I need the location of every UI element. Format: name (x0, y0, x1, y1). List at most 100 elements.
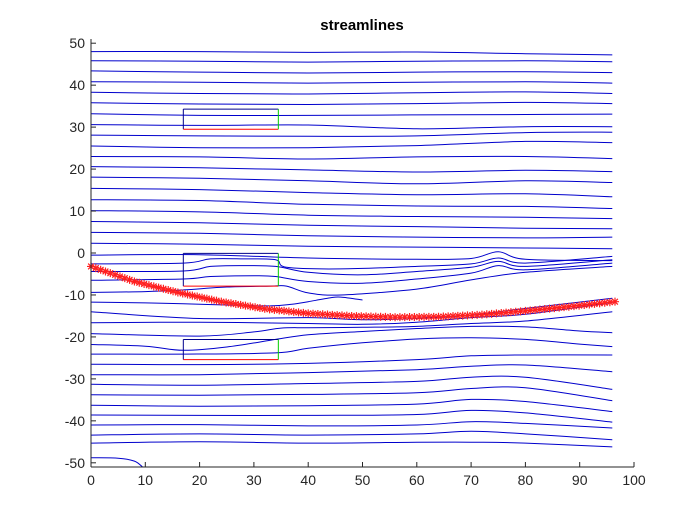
streamline-14 (90, 187, 613, 198)
path-marker-66 (400, 313, 409, 322)
y-tick-label--40: -40 (65, 413, 85, 429)
path-marker-85 (492, 309, 501, 318)
y-tick-label-50: 50 (69, 35, 85, 51)
path-marker-96 (545, 304, 554, 313)
streamline-15 (90, 199, 613, 209)
path-marker-48 (313, 309, 322, 318)
x-tick-label-40: 40 (300, 472, 316, 488)
streamline-18 (90, 231, 613, 239)
path-marker-38 (265, 305, 274, 314)
path-marker-12 (140, 279, 149, 288)
path-marker-42 (284, 307, 293, 316)
x-tick-label-100: 100 (622, 472, 646, 488)
y-tick-label-20: 20 (69, 161, 85, 177)
path-marker-99 (560, 303, 569, 312)
streamline-21 (90, 255, 613, 270)
streamline-32 (90, 364, 613, 376)
path-marker-81 (473, 310, 482, 319)
streamline-10 (90, 140, 613, 149)
path-marker-15 (154, 283, 163, 292)
path-marker-53 (337, 311, 346, 320)
streamline-16 (90, 210, 613, 220)
path-marker-32 (236, 300, 245, 309)
path-marker-41 (280, 306, 289, 315)
streamline-3 (90, 70, 613, 74)
path-marker-26 (207, 295, 216, 304)
path-marker-62 (381, 312, 390, 321)
path-marker-68 (410, 313, 419, 322)
path-marker-97 (550, 304, 559, 313)
path-marker-91 (521, 306, 530, 315)
path-marker-39 (270, 305, 279, 314)
streamline-6 (90, 101, 613, 106)
streamline-19 (90, 242, 613, 250)
path-marker-52 (333, 311, 342, 320)
path-marker-2 (91, 264, 100, 273)
path-marker-74 (439, 312, 448, 321)
streamline-9 (90, 131, 613, 137)
path-marker-101 (569, 302, 578, 311)
path-marker-90 (516, 307, 525, 316)
path-marker-107 (600, 298, 609, 307)
path-marker-29 (222, 298, 231, 307)
path-marker-105 (590, 299, 599, 308)
y-tick-label--30: -30 (65, 371, 85, 387)
streamline-38 (90, 430, 613, 441)
path-marker-4 (101, 267, 110, 276)
streamline-8 (90, 124, 613, 130)
path-marker-3 (96, 265, 105, 274)
path-marker-65 (395, 313, 404, 322)
y-tick-label-0: 0 (77, 245, 85, 261)
path-marker-77 (453, 311, 462, 320)
streamline-4 (90, 81, 613, 84)
path-marker-93 (531, 305, 540, 314)
box-2 (182, 252, 279, 287)
path-marker-7 (115, 272, 124, 281)
path-marker-18 (169, 287, 178, 296)
streamline-35 (90, 398, 613, 413)
path-marker-57 (357, 312, 366, 321)
path-marker-46 (304, 309, 313, 318)
path-marker-50 (323, 310, 332, 319)
streamline-1 (90, 51, 613, 56)
path-marker-51 (328, 310, 337, 319)
streamline-29 (90, 325, 613, 351)
streamline-28 (90, 311, 613, 337)
path-marker-92 (526, 306, 535, 315)
y-tick-label--10: -10 (65, 287, 85, 303)
streamlines-layer (90, 51, 613, 468)
path-marker-33 (241, 301, 250, 310)
x-tick-label-60: 60 (409, 472, 425, 488)
path-marker-60 (371, 312, 380, 321)
streamline-40 (90, 457, 143, 468)
path-marker-56 (352, 312, 361, 321)
path-marker-37 (260, 304, 269, 313)
path-marker-70 (420, 312, 429, 321)
path-marker-64 (391, 313, 400, 322)
path-marker-109 (610, 297, 619, 306)
axes: 0 10 20 30 40 50 60 70 80 90 10050403020100-10-20-… (65, 35, 646, 488)
path-marker-55 (347, 311, 356, 320)
path-marker-28 (217, 297, 226, 306)
x-tick-label-20: 20 (192, 472, 208, 488)
path-marker-67 (405, 313, 414, 322)
streamline-7 (90, 113, 613, 116)
path-marker-36 (255, 304, 264, 313)
path-marker-84 (487, 309, 496, 318)
streamline-34 (90, 386, 613, 402)
path-marker-78 (458, 311, 467, 320)
x-tick-label-30: 30 (246, 472, 262, 488)
path-marker-75 (444, 312, 453, 321)
streamline-2 (90, 60, 613, 63)
path-marker-58 (362, 312, 371, 321)
path-marker-79 (463, 311, 472, 320)
path-marker-31 (231, 300, 240, 309)
path-marker-108 (605, 298, 614, 307)
path-marker-100 (564, 302, 573, 311)
path-marker-9 (125, 275, 134, 284)
path-marker-6 (111, 270, 120, 279)
path-marker-59 (366, 312, 375, 321)
streamline-12 (90, 166, 613, 173)
streamline-5 (90, 91, 613, 95)
path-marker-43 (289, 307, 298, 316)
